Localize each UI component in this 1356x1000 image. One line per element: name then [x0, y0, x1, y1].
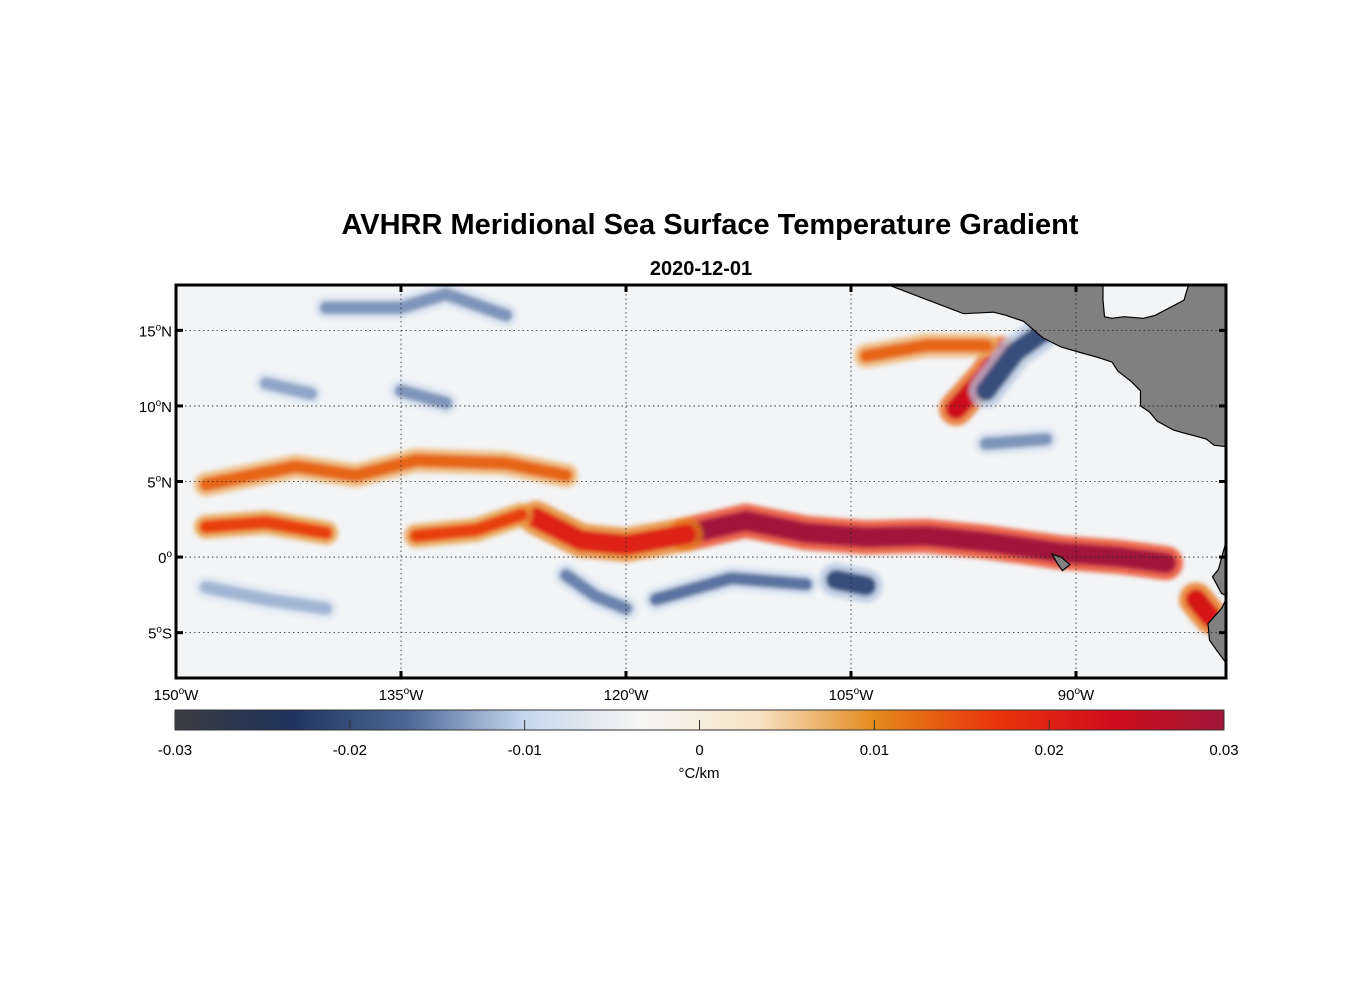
land-south-america — [1207, 541, 1226, 678]
colorbar-ticks: -0.03 -0.02 -0.01 0 0.01 0.02 0.03 — [158, 720, 1239, 759]
gradient-feature — [649, 571, 813, 606]
land-central-america — [888, 285, 1226, 448]
colorbar-tick-label: 0.03 — [1209, 742, 1238, 759]
colorbar-unit-label: °C/km — [679, 765, 720, 782]
gradient-feature — [859, 339, 993, 363]
gradient-feature — [409, 508, 528, 543]
gradient-feature — [676, 510, 1176, 574]
map-plot-area: 15oN 10oN 5oN 0o 5oS 150oW 135oW 120oW 105oW 90oW — [139, 283, 1228, 704]
gradient-feature — [199, 515, 333, 540]
gradient-feature — [199, 580, 333, 615]
gradient-feature — [526, 507, 696, 555]
lon-tick-label: 135oW — [379, 686, 425, 704]
colorbar-tick-label: -0.02 — [333, 742, 367, 759]
lat-tick-label: 5oN — [147, 474, 172, 492]
gradient-feature — [1186, 589, 1221, 628]
axis-ticks: 15oN 10oN 5oN 0o 5oS 150oW 135oW 120oW 105oW 90oW — [139, 285, 1226, 704]
colorbar: -0.03 -0.02 -0.01 0 0.01 0.02 0.03 °C/km — [158, 709, 1239, 782]
colorbar-tick-label: -0.01 — [508, 742, 542, 759]
gradient-feature — [559, 568, 633, 615]
gradient-feature — [259, 376, 318, 401]
land-masses — [888, 285, 1226, 678]
lat-tick-label: 0o — [158, 549, 172, 567]
land-galapagos — [1050, 553, 1071, 572]
gradient-field — [194, 285, 1226, 678]
gradient-feature — [976, 320, 1056, 401]
lon-tick-label: 150oW — [154, 686, 200, 704]
gradient-feature — [199, 453, 573, 491]
colorbar-tick-label: -0.03 — [158, 742, 192, 759]
lat-tick-label: 15oN — [139, 322, 172, 340]
colorbar-tick-label: 0 — [695, 742, 703, 759]
lon-tick-label: 120oW — [604, 686, 650, 704]
gradient-feature — [394, 384, 453, 410]
lon-tick-label: 90oW — [1058, 686, 1095, 704]
gradient-features — [194, 285, 1226, 635]
chart-subtitle: 2020-12-01 — [650, 258, 752, 280]
lat-tick-label: 10oN — [139, 398, 172, 416]
lat-tick-label: 5oS — [148, 625, 172, 643]
gradient-feature — [979, 432, 1053, 451]
chart-title: AVHRR Meridional Sea Surface Temperature… — [341, 209, 1078, 241]
colorbar-tick-label: 0.02 — [1035, 742, 1064, 759]
lon-tick-label: 105oW — [829, 686, 875, 704]
gradient-feature — [319, 287, 513, 322]
colorbar-tick-label: 0.01 — [860, 742, 889, 759]
